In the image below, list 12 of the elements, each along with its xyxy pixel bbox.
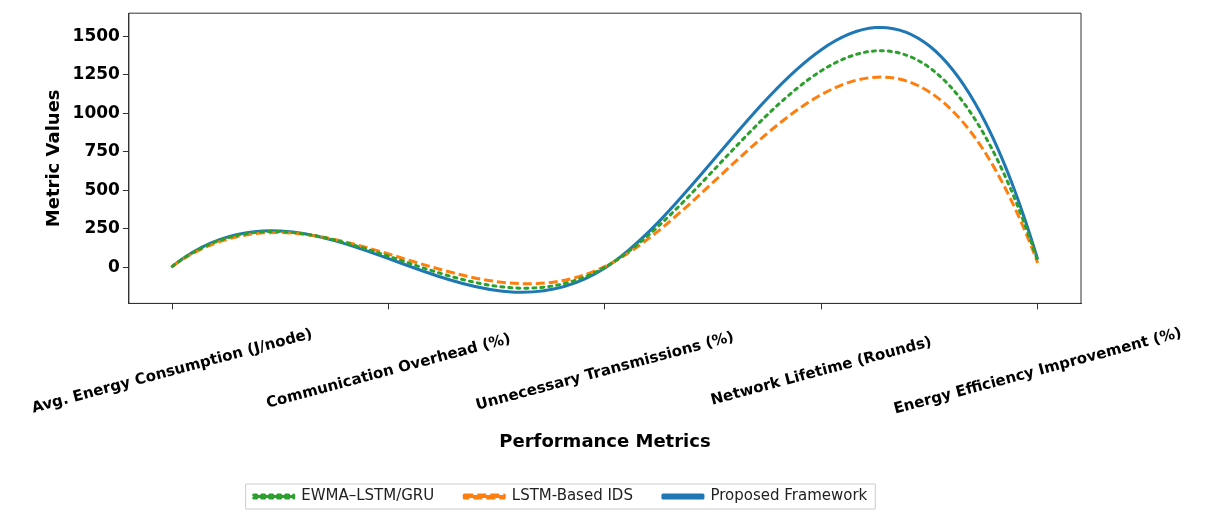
y-tick-label: 250: [84, 217, 121, 238]
y-tick-label: 500: [84, 178, 121, 199]
legend-label: LSTM-Based IDS: [511, 486, 633, 505]
y-tick-label: 0: [108, 255, 121, 276]
x-axis-title: Performance Metrics: [499, 429, 711, 451]
legend-label: EWMA–LSTM/GRU: [301, 486, 435, 505]
y-tick-label: 750: [84, 140, 121, 161]
y-axis-title: Metric Values: [42, 89, 64, 228]
y-tick-label: 1250: [72, 63, 121, 84]
y-tick-label: 1000: [72, 101, 121, 122]
y-tick-label: 1500: [72, 24, 121, 45]
legend-label: Proposed Framework: [710, 486, 868, 505]
